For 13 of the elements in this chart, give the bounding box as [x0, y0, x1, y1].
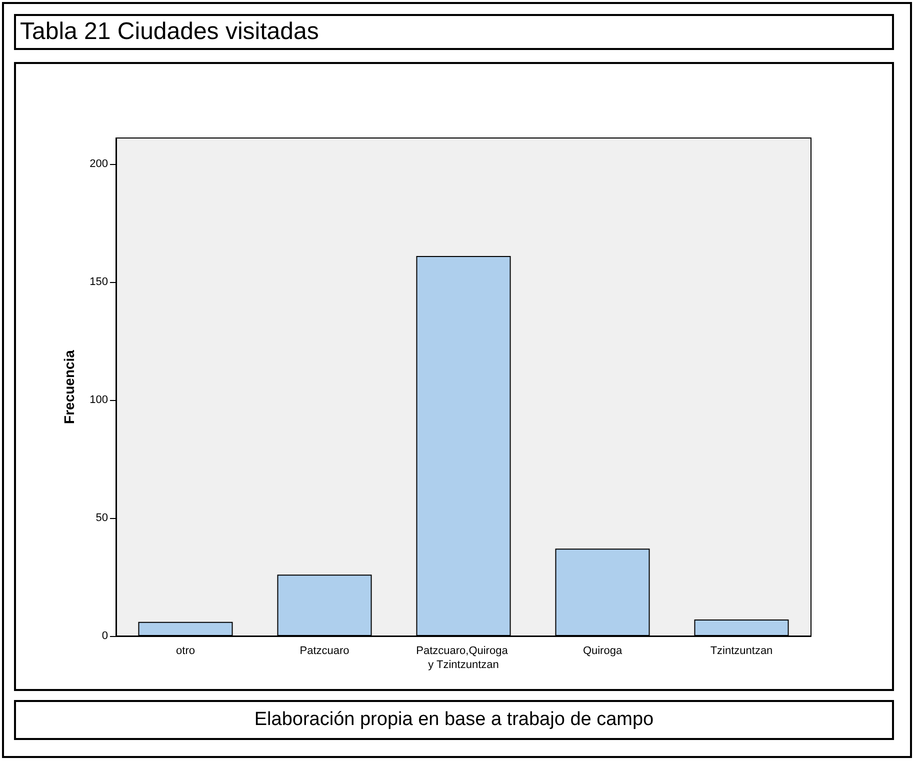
- y-tick-label: 200: [90, 158, 108, 170]
- x-tick-label: Patzcuaro,Quiroga y Tzintzuntzan: [416, 645, 511, 671]
- y-tick-label: 100: [90, 394, 108, 406]
- chart-title: Tabla 21 Ciudades visitadas: [14, 14, 894, 50]
- y-tick-label: 0: [102, 630, 108, 642]
- y-tick-label: 150: [90, 276, 108, 288]
- text: Elaboración propia en base a trabajo de campo: [14, 700, 894, 740]
- x-tick-label: Patzcuaro: [300, 645, 350, 657]
- y-axis-title: Frecuencia: [61, 350, 77, 424]
- x-tick-label: otro: [176, 645, 195, 657]
- y-tick-label: 50: [96, 512, 108, 524]
- x-tick-label: Tzintzuntzan: [710, 645, 773, 657]
- x-tick-label: Quiroga: [582, 645, 623, 657]
